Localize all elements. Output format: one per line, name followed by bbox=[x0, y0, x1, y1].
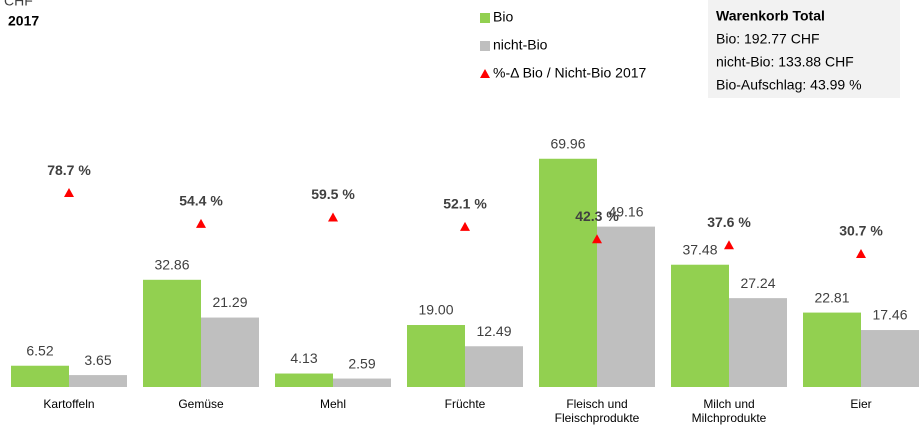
bar bbox=[671, 264, 729, 387]
data-label: 2.59 bbox=[348, 355, 375, 371]
x-tick-label: Eier bbox=[850, 397, 871, 411]
legend-label: nicht-Bio bbox=[493, 37, 548, 53]
bar bbox=[539, 158, 597, 387]
data-label: 37.48 bbox=[682, 241, 717, 257]
data-label: 21.29 bbox=[212, 294, 247, 310]
data-label: 32.86 bbox=[154, 256, 189, 272]
x-tick-label: Mehl bbox=[320, 397, 346, 411]
marker bbox=[64, 188, 74, 198]
bar bbox=[597, 226, 655, 387]
legend-label: Bio bbox=[493, 9, 513, 25]
info-line: Bio: 192.77 CHF bbox=[716, 31, 820, 47]
info-title: Warenkorb Total bbox=[716, 8, 825, 24]
info-box bbox=[708, 0, 900, 98]
data-label: 37.6 % bbox=[707, 214, 751, 230]
data-label: 19.00 bbox=[418, 302, 453, 318]
data-label: 27.24 bbox=[740, 275, 775, 291]
legend-swatch bbox=[480, 41, 490, 51]
data-label: 6.52 bbox=[26, 342, 53, 358]
data-label: 52.1 % bbox=[443, 196, 487, 212]
bar bbox=[803, 312, 861, 387]
marker bbox=[196, 218, 206, 228]
marker bbox=[592, 234, 602, 244]
data-label: 59.5 % bbox=[311, 186, 355, 202]
data-label: 3.65 bbox=[84, 352, 111, 368]
bar bbox=[407, 325, 465, 387]
bar bbox=[465, 346, 523, 387]
marker bbox=[328, 212, 338, 222]
data-label: 69.96 bbox=[550, 135, 585, 151]
chart-subtitle: 2017 bbox=[8, 13, 39, 29]
data-label: 49.16 bbox=[608, 203, 643, 219]
legend-label: %-Δ Bio / Nicht-Bio 2017 bbox=[493, 65, 647, 81]
bar bbox=[275, 373, 333, 387]
legend-marker bbox=[480, 69, 490, 78]
info-line: Bio-Aufschlag: 43.99 % bbox=[716, 77, 862, 93]
info-line: nicht-Bio: 133.88 CHF bbox=[716, 54, 854, 70]
chart-title: CHF bbox=[4, 0, 33, 9]
bar bbox=[201, 317, 259, 387]
data-label: 54.4 % bbox=[179, 193, 223, 209]
marker bbox=[724, 240, 734, 250]
x-tick-label: Früchte bbox=[445, 397, 486, 411]
x-tick-label: Kartoffeln bbox=[43, 397, 94, 411]
legend-swatch bbox=[480, 13, 490, 23]
data-label: 78.7 % bbox=[47, 162, 91, 178]
data-label: 17.46 bbox=[872, 307, 907, 323]
bar bbox=[729, 298, 787, 387]
data-label: 30.7 % bbox=[839, 223, 883, 239]
marker bbox=[460, 221, 470, 231]
x-tick-label: Gemüse bbox=[178, 397, 224, 411]
data-label: 42.3 % bbox=[575, 208, 619, 224]
marker bbox=[856, 249, 866, 259]
bar bbox=[333, 378, 391, 387]
x-tick-label: Fleisch und Fleischprodukte bbox=[555, 397, 640, 425]
data-label: 12.49 bbox=[476, 323, 511, 339]
data-label: 4.13 bbox=[290, 350, 317, 366]
bar bbox=[11, 365, 69, 387]
data-label: 22.81 bbox=[814, 289, 849, 305]
bar bbox=[143, 279, 201, 387]
bar bbox=[69, 375, 127, 387]
x-tick-label: Milch und Milchprodukte bbox=[692, 397, 767, 425]
bar bbox=[861, 330, 919, 387]
